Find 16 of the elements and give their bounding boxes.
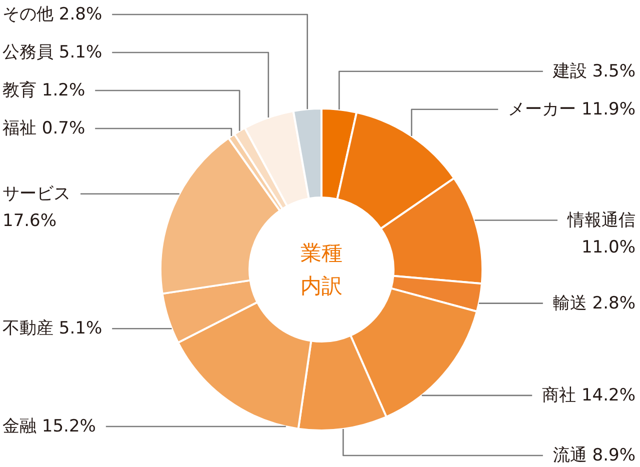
slice-label: 不動産 5.1% (2, 318, 102, 339)
slice-label: メーカー 11.9% (508, 99, 636, 120)
slice-label: 建設 3.5% (552, 61, 636, 82)
slice-label: 流通 8.9% (552, 446, 636, 466)
slice-label: 商社 14.2% (542, 385, 636, 406)
data-label: 11.0% (581, 237, 636, 258)
data-label: 17.6% (2, 210, 57, 231)
slice-label: 教育 1.2% (2, 80, 86, 100)
text: 業種内訳 (300, 241, 342, 298)
slice-label: 情報通信 (566, 210, 636, 230)
slice-label: 福祉 0.7% (2, 118, 86, 138)
slice-label: サービス (2, 184, 70, 204)
slice-label: その他 2.8% (2, 4, 102, 24)
slice-label: 金融 15.2% (2, 416, 96, 437)
slice-label: 公務員 5.1% (2, 42, 102, 62)
slice-label: 輸送 2.8% (552, 293, 636, 314)
